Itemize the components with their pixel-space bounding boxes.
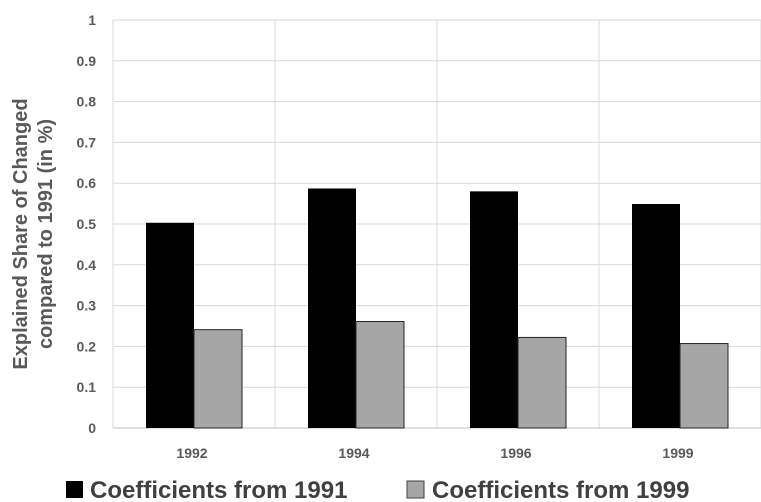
y-tick-label: 0 [88,420,96,436]
y-tick-label: 0.8 [77,94,97,110]
x-tick-label: 1996 [500,445,531,461]
y-tick-label: 0.1 [77,379,97,395]
y-axis-title-line1: Explained Share of Changed [10,98,32,369]
bar-series-2-1994 [355,321,405,429]
legend-swatch-series-1 [66,481,83,498]
y-axis-title-line2: compared to 1991 (in %) [35,119,57,349]
bar-series-1-1992 [146,222,194,428]
y-tick-label: 0.6 [77,175,97,191]
legend-label-series-1: Coefficients from 1991 [90,477,347,502]
y-tick-label: 0.5 [77,216,97,232]
bar-series-1-1999 [632,204,680,428]
bar-series-2-1992 [193,329,243,429]
y-tick-label: 0.4 [77,257,97,273]
y-tick-label: 0.7 [77,134,97,150]
gridlines [112,19,761,429]
legend-swatch-series-2 [406,480,425,499]
bar-series-1-1994 [308,188,356,428]
y-tick-label: 0.9 [77,53,97,69]
bar-series-2-1999 [679,343,729,429]
y-tick-label: 1 [88,12,96,28]
x-tick-label: 1992 [176,445,207,461]
bar-series-2-1996 [517,336,567,429]
bar-series-1-1996 [470,191,518,428]
x-axis-ticks: 1992 1994 1996 1999 [176,445,693,461]
y-tick-label: 0.2 [77,338,97,354]
x-tick-label: 1994 [338,445,369,461]
bars [146,188,729,429]
y-tick-label: 0.3 [77,298,97,314]
legend-label-series-2: Coefficients from 1999 [432,477,689,502]
x-tick-label: 1999 [662,445,693,461]
legend: Coefficients from 1991 Coefficients from… [66,477,689,502]
y-axis-ticks: 0 0.1 0.2 0.3 0.4 0.5 0.6 0.7 0.8 0.9 1 [77,12,97,436]
